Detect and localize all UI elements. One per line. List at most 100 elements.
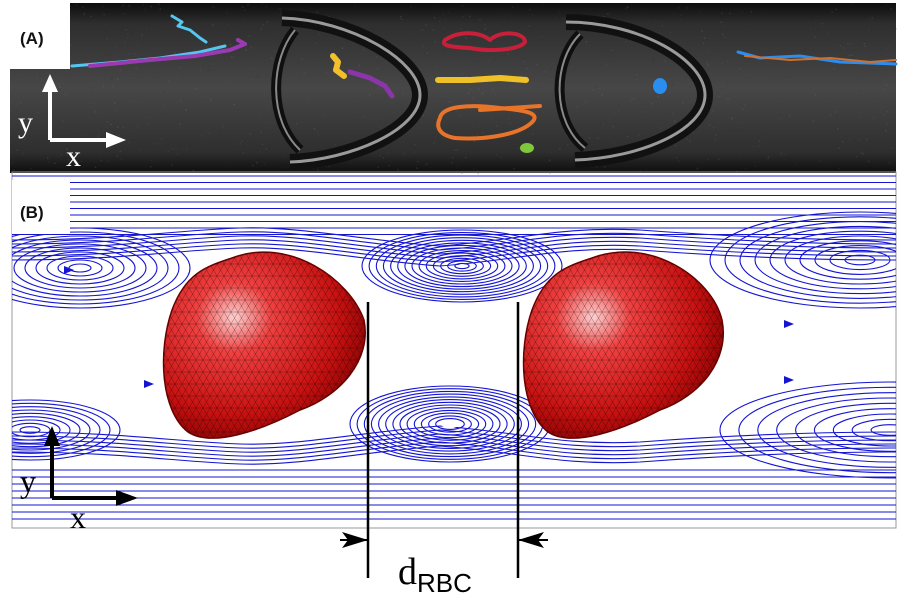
noise-pixel xyxy=(597,137,599,139)
noise-pixel xyxy=(260,112,262,115)
noise-pixel xyxy=(595,166,598,168)
noise-pixel xyxy=(850,43,853,45)
noise-pixel xyxy=(212,54,215,56)
vortex-streamline xyxy=(739,221,896,299)
noise-pixel xyxy=(563,145,565,147)
noise-pixel xyxy=(224,31,227,33)
noise-pixel xyxy=(625,7,627,9)
noise-pixel xyxy=(894,5,897,7)
noise-pixel xyxy=(639,170,642,173)
noise-pixel xyxy=(762,8,765,10)
noise-pixel xyxy=(92,87,94,89)
noise-pixel xyxy=(727,98,729,100)
noise-pixel xyxy=(362,115,365,118)
noise-pixel xyxy=(771,140,774,142)
distance-arrow-right xyxy=(518,532,544,548)
noise-pixel xyxy=(66,148,68,150)
vortex-streamline xyxy=(392,401,508,447)
noise-pixel xyxy=(379,24,382,26)
noise-pixel xyxy=(834,111,836,113)
noise-pixel xyxy=(739,68,741,70)
noise-pixel xyxy=(145,116,147,119)
noise-pixel xyxy=(176,153,179,155)
noise-pixel xyxy=(421,45,424,48)
noise-pixel xyxy=(883,78,885,81)
panel-b-axes xyxy=(44,426,138,506)
noise-pixel xyxy=(888,162,891,164)
noise-pixel xyxy=(157,76,159,79)
noise-pixel xyxy=(664,60,666,62)
noise-pixel xyxy=(887,111,889,113)
noise-pixel xyxy=(116,55,118,58)
vortex-streamline xyxy=(12,422,51,438)
noise-pixel xyxy=(22,153,24,155)
noise-pixel xyxy=(480,162,482,164)
noise-pixel xyxy=(323,93,325,96)
noise-pixel xyxy=(195,88,197,90)
noise-pixel xyxy=(134,101,136,103)
noise-pixel xyxy=(290,112,293,114)
noise-pixel xyxy=(212,6,215,8)
noise-pixel xyxy=(451,110,454,113)
noise-pixel xyxy=(657,96,659,98)
vortex-streamline xyxy=(411,247,513,285)
noise-pixel xyxy=(434,135,436,138)
noise-pixel xyxy=(226,78,228,80)
noise-pixel xyxy=(638,116,640,118)
noise-pixel xyxy=(515,158,517,160)
noise-pixel xyxy=(669,32,671,34)
noise-pixel xyxy=(637,134,640,136)
noise-pixel xyxy=(85,30,87,33)
noise-pixel xyxy=(343,46,345,48)
noise-pixel xyxy=(397,169,399,171)
vortex-streamline xyxy=(12,412,81,448)
noise-pixel xyxy=(603,15,605,18)
noise-pixel xyxy=(816,93,818,95)
noise-pixel xyxy=(225,163,227,165)
noise-pixel xyxy=(630,77,632,79)
noise-pixel xyxy=(315,42,318,44)
noise-pixel xyxy=(142,33,144,35)
noise-pixel xyxy=(449,74,452,76)
noise-pixel xyxy=(848,139,850,141)
noise-pixel xyxy=(825,31,828,33)
noise-pixel xyxy=(165,117,167,119)
noise-pixel xyxy=(635,79,637,81)
noise-pixel xyxy=(757,145,760,147)
vortex-streamline xyxy=(12,406,101,454)
vortex-streamline xyxy=(738,386,896,474)
noise-pixel xyxy=(118,132,120,135)
noise-pixel xyxy=(16,110,18,112)
noise-pixel xyxy=(145,150,148,152)
noise-pixel xyxy=(695,135,697,137)
vortex-streamline xyxy=(814,245,896,275)
noise-pixel xyxy=(167,150,170,153)
noise-pixel xyxy=(574,114,576,116)
noise-pixel xyxy=(635,169,637,171)
noise-pixel xyxy=(141,71,144,73)
noise-pixel xyxy=(645,169,648,171)
noise-pixel xyxy=(165,150,167,153)
noise-pixel xyxy=(824,19,826,21)
noise-pixel xyxy=(653,59,655,62)
noise-pixel xyxy=(242,6,244,8)
noise-pixel xyxy=(59,86,61,88)
noise-pixel xyxy=(512,6,514,8)
noise-pixel xyxy=(360,21,362,23)
noise-pixel xyxy=(12,162,14,165)
noise-pixel xyxy=(192,123,194,125)
noise-pixel xyxy=(860,151,862,153)
noise-pixel xyxy=(464,156,467,159)
noise-pixel xyxy=(77,21,79,23)
noise-pixel xyxy=(443,52,445,55)
noise-pixel xyxy=(242,19,244,21)
noise-pixel xyxy=(454,110,456,112)
noise-pixel xyxy=(885,4,887,6)
noise-pixel xyxy=(855,142,858,145)
noise-pixel xyxy=(674,120,676,122)
noise-pixel xyxy=(387,152,389,155)
noise-pixel xyxy=(425,24,427,26)
vortex-streamline xyxy=(361,229,563,303)
noise-pixel xyxy=(222,125,225,128)
noise-pixel xyxy=(543,72,546,75)
